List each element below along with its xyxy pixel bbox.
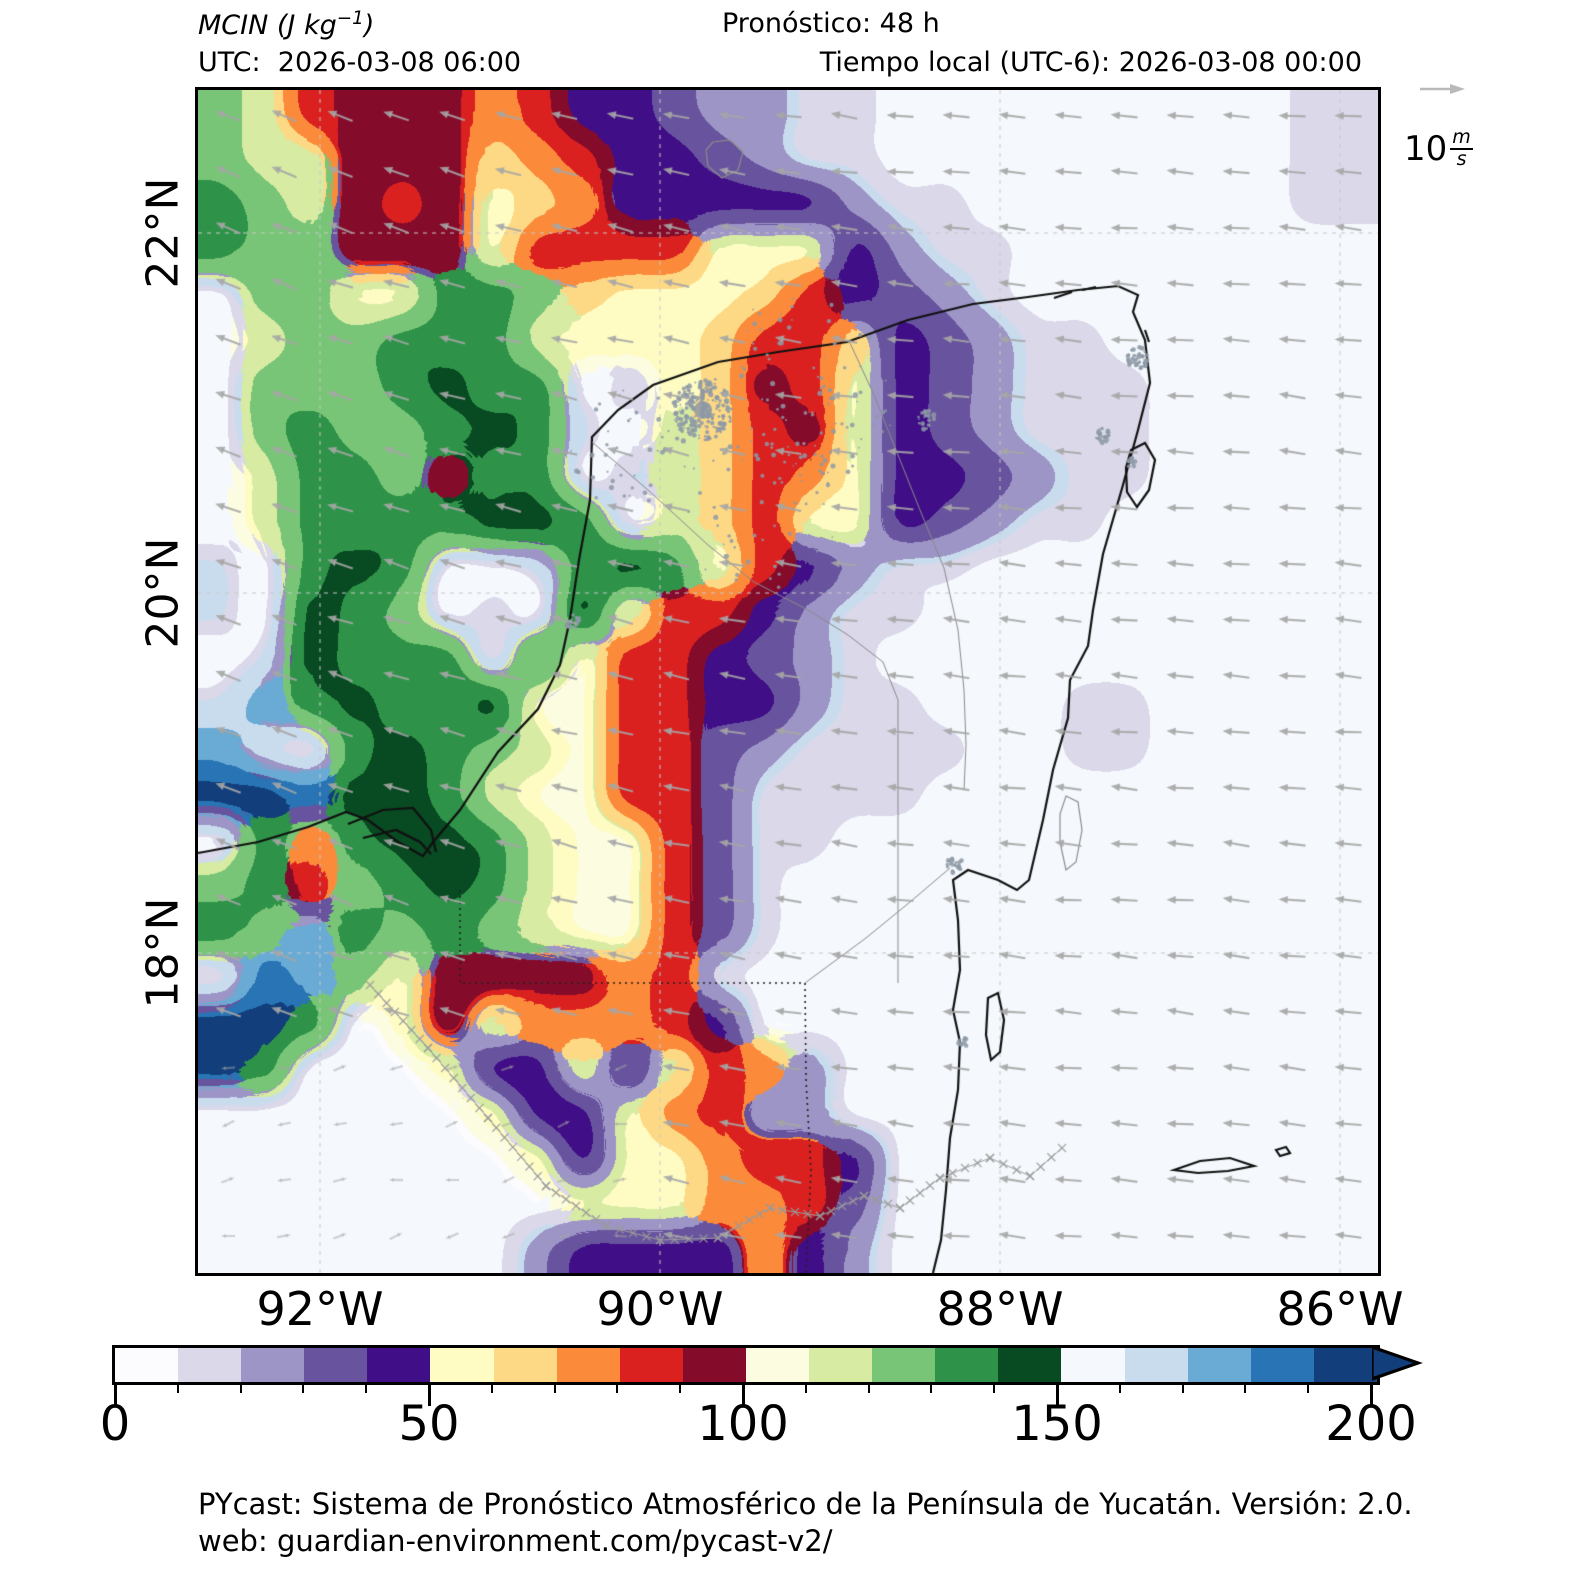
lon-tick-92w: 92°W <box>256 1282 384 1336</box>
forecast-lead-time: Pronóstico: 48 h <box>722 8 940 39</box>
wind-reference-value: 10 <box>1404 128 1448 169</box>
colorbar-tick-170 <box>1181 1382 1184 1393</box>
colorbar-segment-60-70 <box>493 1348 557 1382</box>
colorbar-tick-60 <box>490 1382 493 1393</box>
colorbar-segment-190-200 <box>1313 1348 1377 1382</box>
colorbar-segment-10-20 <box>178 1348 242 1382</box>
colorbar-tick-150 <box>1055 1382 1059 1406</box>
lat-tick-18n: 18°N <box>137 897 189 1009</box>
variable-unit-exponent: −1 <box>336 8 364 29</box>
variable-unit-prefix: (J kg <box>268 10 337 41</box>
colorbar-tick-120 <box>867 1382 870 1393</box>
colorbar-segment-160-170 <box>1124 1348 1188 1382</box>
footer-system-line: PYcast: Sistema de Pronóstico Atmosféric… <box>198 1487 1413 1521</box>
colorbar-label-0: 0 <box>99 1396 131 1452</box>
colorbar-segment-140-150 <box>998 1348 1062 1382</box>
colorbar-tick-0 <box>113 1382 117 1406</box>
colorbar-arrow-tip <box>1372 1345 1423 1381</box>
colorbar-tick-40 <box>365 1382 368 1393</box>
colorbar-segment-50-60 <box>430 1348 494 1382</box>
colorbar-segment-130-140 <box>935 1348 999 1382</box>
colorbar-tick-140 <box>993 1382 996 1393</box>
map-frame <box>195 87 1381 1276</box>
colorbar <box>112 1345 1380 1385</box>
colorbar-tick-70 <box>553 1382 556 1393</box>
colorbar-segment-150-160 <box>1061 1348 1125 1382</box>
colorbar-segment-30-40 <box>304 1348 368 1382</box>
colorbar-tick-30 <box>302 1382 305 1393</box>
local-time-label: Tiempo local (UTC-6): 2026-03-08 00:00 <box>819 47 1362 78</box>
variable-unit-suffix: ) <box>363 10 375 41</box>
colorbar-tick-200 <box>1369 1382 1373 1406</box>
lat-tick-20n: 20°N <box>137 537 189 649</box>
wind-reference-label: 10 m s <box>1404 126 1473 170</box>
footer-web-line: web: guardian-environment.com/pycast-v2/ <box>198 1524 833 1558</box>
mcin-forecast-map <box>198 90 1378 1273</box>
lon-tick-90w: 90°W <box>596 1282 724 1336</box>
colorbar-segment-100-110 <box>745 1348 810 1382</box>
wind-reference-arrow-icon <box>1420 84 1465 94</box>
colorbar-segment-180-190 <box>1250 1348 1314 1382</box>
colorbar-segment-170-180 <box>1187 1348 1251 1382</box>
colorbar-tick-180 <box>1244 1382 1247 1393</box>
colorbar-tick-10 <box>176 1382 179 1393</box>
colorbar-label-200: 200 <box>1325 1396 1417 1452</box>
colorbar-tick-110 <box>804 1382 807 1393</box>
colorbar-tick-50 <box>427 1382 431 1406</box>
colorbar-tick-80 <box>616 1382 619 1393</box>
variable-name: MCIN <box>198 10 269 41</box>
colorbar-segment-120-130 <box>872 1348 936 1382</box>
colorbar-segment-0-10 <box>115 1348 179 1382</box>
colorbar-segment-110-120 <box>809 1348 873 1382</box>
colorbar-tick-100 <box>741 1382 745 1406</box>
lon-tick-88w: 88°W <box>936 1282 1064 1336</box>
colorbar-tick-190 <box>1307 1382 1310 1393</box>
colorbar-label-50: 50 <box>398 1396 460 1452</box>
variable-title: MCIN (J kg−1) <box>198 8 374 41</box>
wind-reference-unit: m s <box>1450 126 1473 170</box>
colorbar-tick-160 <box>1118 1382 1121 1393</box>
colorbar-segment-70-80 <box>556 1348 620 1382</box>
colorbar-tick-90 <box>679 1382 682 1393</box>
colorbar-tick-20 <box>239 1382 242 1393</box>
colorbar-label-100: 100 <box>697 1396 789 1452</box>
utc-time-label: UTC: 2026-03-08 06:00 <box>198 47 522 78</box>
colorbar-tick-130 <box>930 1382 933 1393</box>
wind-unit-numerator: m <box>1450 126 1473 150</box>
colorbar-segment-20-30 <box>241 1348 305 1382</box>
colorbar-segment-90-100 <box>682 1348 746 1382</box>
colorbar-segment-40-50 <box>367 1348 431 1382</box>
colorbar-label-150: 150 <box>1011 1396 1103 1452</box>
colorbar-segment-80-90 <box>619 1348 683 1382</box>
wind-unit-denominator: s <box>1456 147 1467 170</box>
lon-tick-86w: 86°W <box>1276 1282 1404 1336</box>
lat-tick-22n: 22°N <box>137 177 189 289</box>
